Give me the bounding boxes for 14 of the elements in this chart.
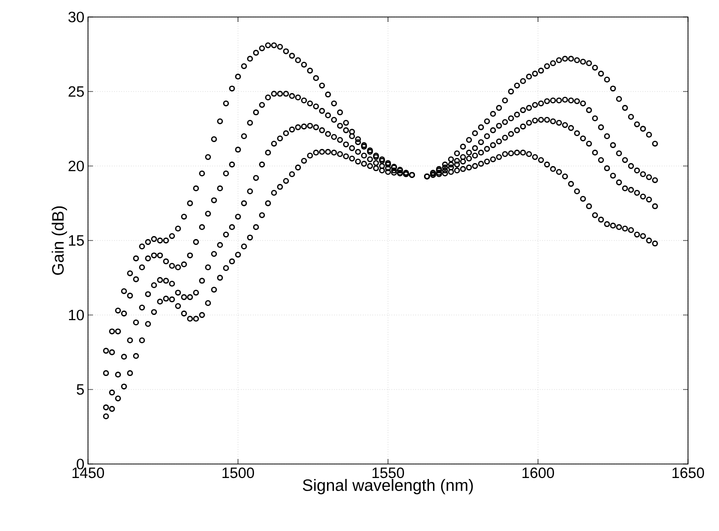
- y-tick-label: 15: [69, 235, 84, 246]
- y-tick-label: 5: [76, 384, 84, 395]
- y-tick-label: 20: [68, 160, 84, 172]
- y-tick-label: 0: [76, 458, 84, 470]
- x-tick-label: 1500: [222, 468, 254, 478]
- x-tick-label: 1650: [672, 468, 704, 478]
- x-tick-label: 1600: [522, 468, 554, 478]
- x-tick-label: 1550: [372, 468, 404, 478]
- x-tick-label: 1450: [72, 468, 104, 478]
- y-axis-title: Gain (dB): [52, 206, 68, 275]
- y-tick-label: 25: [68, 86, 84, 97]
- x-axis-title: Signal wavelength (nm): [302, 478, 473, 494]
- y-tick-label: 30: [68, 12, 84, 22]
- y-tick-label: 10: [69, 310, 84, 320]
